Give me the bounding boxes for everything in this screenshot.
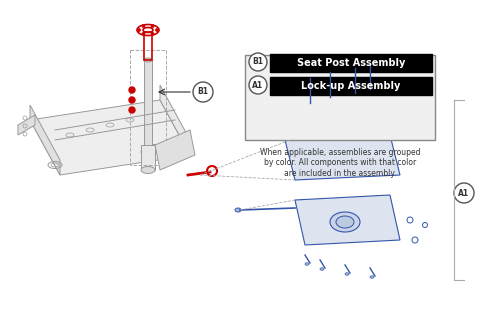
Polygon shape [160, 85, 190, 155]
Polygon shape [30, 105, 60, 175]
Text: When applicable, assemblies are grouped
by color. All components with that color: When applicable, assemblies are grouped … [260, 148, 420, 178]
Ellipse shape [141, 149, 155, 156]
Bar [144, 32, 152, 60]
Text: Lock-up Assembly: Lock-up Assembly [302, 81, 400, 91]
Circle shape [249, 53, 267, 71]
Polygon shape [290, 95, 390, 145]
Polygon shape [295, 195, 400, 245]
Ellipse shape [307, 104, 313, 107]
Ellipse shape [328, 71, 332, 74]
Circle shape [156, 29, 158, 32]
Polygon shape [18, 115, 35, 135]
Circle shape [193, 82, 213, 102]
Circle shape [249, 76, 267, 94]
Ellipse shape [352, 67, 358, 70]
Ellipse shape [235, 208, 241, 212]
Bar [130, 50, 166, 165]
Ellipse shape [336, 216, 354, 228]
Text: B1: B1 [252, 58, 264, 67]
Ellipse shape [320, 268, 324, 270]
Polygon shape [285, 135, 400, 180]
Text: B1: B1 [198, 88, 208, 97]
Ellipse shape [327, 99, 333, 102]
Bar [270, 77, 432, 95]
Ellipse shape [352, 96, 358, 99]
Ellipse shape [308, 77, 312, 80]
Text: A1: A1 [458, 188, 469, 197]
Text: A1: A1 [252, 81, 264, 90]
Ellipse shape [370, 276, 374, 278]
Polygon shape [155, 130, 195, 170]
Ellipse shape [141, 166, 155, 173]
Circle shape [151, 32, 154, 35]
Circle shape [151, 25, 154, 28]
Ellipse shape [144, 58, 152, 62]
Circle shape [142, 32, 145, 35]
Ellipse shape [345, 273, 349, 275]
FancyBboxPatch shape [245, 55, 435, 140]
Circle shape [129, 97, 135, 103]
Circle shape [142, 25, 145, 28]
Ellipse shape [305, 263, 309, 265]
Ellipse shape [367, 93, 373, 96]
Bar [141, 145, 155, 170]
Ellipse shape [330, 212, 360, 232]
Ellipse shape [368, 63, 372, 66]
Polygon shape [30, 100, 190, 175]
Text: Seat Post Assembly: Seat Post Assembly [297, 58, 405, 68]
Bar [144, 60, 152, 145]
Circle shape [129, 87, 135, 93]
Bar [270, 54, 432, 72]
Circle shape [138, 29, 140, 32]
Circle shape [129, 107, 135, 113]
Circle shape [454, 183, 474, 203]
